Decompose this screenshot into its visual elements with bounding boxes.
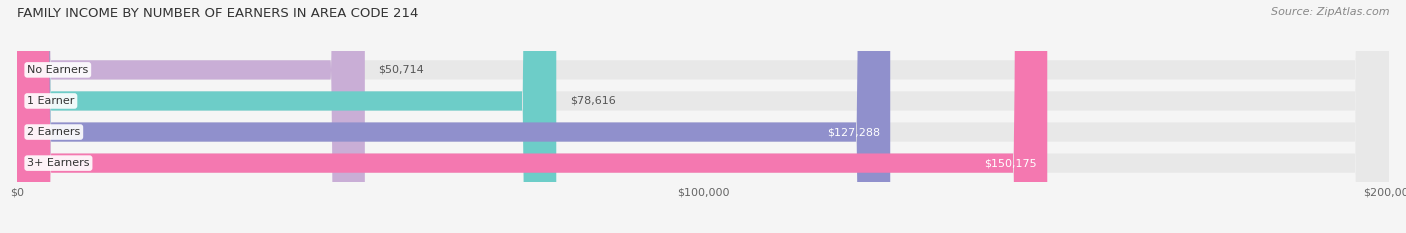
FancyBboxPatch shape [17, 0, 1389, 233]
FancyBboxPatch shape [17, 0, 364, 233]
FancyBboxPatch shape [17, 0, 557, 233]
Text: 2 Earners: 2 Earners [27, 127, 80, 137]
Text: No Earners: No Earners [27, 65, 89, 75]
Text: $50,714: $50,714 [378, 65, 425, 75]
Text: 1 Earner: 1 Earner [27, 96, 75, 106]
Text: $78,616: $78,616 [569, 96, 616, 106]
FancyBboxPatch shape [17, 0, 1389, 233]
FancyBboxPatch shape [17, 0, 1389, 233]
FancyBboxPatch shape [17, 0, 1389, 233]
Text: Source: ZipAtlas.com: Source: ZipAtlas.com [1271, 7, 1389, 17]
FancyBboxPatch shape [17, 0, 890, 233]
Text: $150,175: $150,175 [984, 158, 1038, 168]
Text: 3+ Earners: 3+ Earners [27, 158, 90, 168]
Text: $127,288: $127,288 [827, 127, 880, 137]
Text: FAMILY INCOME BY NUMBER OF EARNERS IN AREA CODE 214: FAMILY INCOME BY NUMBER OF EARNERS IN AR… [17, 7, 418, 20]
FancyBboxPatch shape [17, 0, 1047, 233]
